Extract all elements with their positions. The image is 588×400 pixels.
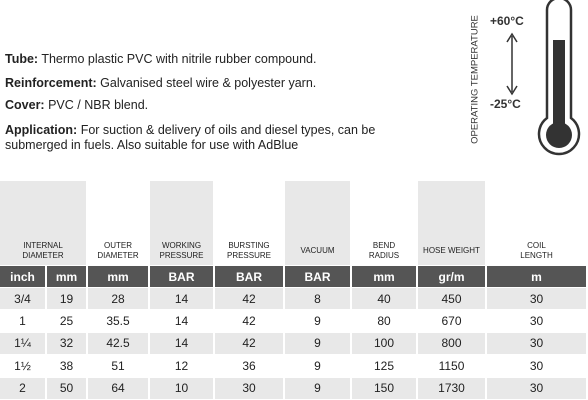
table-cell: 8 <box>285 288 350 310</box>
table-cell: 30 <box>487 310 586 332</box>
table-cell: 670 <box>418 310 485 332</box>
table-cell: 14 <box>150 288 213 310</box>
table-cell: 3/4 <box>0 288 45 310</box>
spec-text: Thermo plastic PVC with nitrile rubber c… <box>41 52 317 66</box>
table-cell: 38 <box>47 355 86 377</box>
table-cell: 30 <box>487 332 586 355</box>
table-cell: 36 <box>215 355 283 377</box>
unit-cell: BAR <box>215 266 283 287</box>
table-cell: 25 <box>47 310 86 332</box>
spec-line: Application: For suction & delivery of o… <box>5 123 395 153</box>
table-cell: 9 <box>285 377 350 399</box>
table-cell: 450 <box>418 288 485 310</box>
table-cell: 50 <box>47 377 86 399</box>
header-bg <box>0 181 86 265</box>
table-cell: 9 <box>285 355 350 377</box>
table-cell: 14 <box>150 332 213 355</box>
unit-cell: m <box>487 266 586 287</box>
column-header: WORKING PRESSURE <box>159 241 204 260</box>
table-cell: 1¼ <box>0 332 45 355</box>
thermometer <box>506 0 581 156</box>
max-temp: +60°C <box>490 14 524 28</box>
table-cell: 150 <box>352 377 416 399</box>
header-bg <box>88 181 148 265</box>
header-bg <box>487 181 586 265</box>
header-bg <box>215 181 283 265</box>
spec-line: Reinforcement: Galvanised steel wire & p… <box>5 76 395 91</box>
spec-label: Cover: <box>5 98 45 112</box>
unit-cell: mm <box>352 266 416 287</box>
header-bg <box>285 181 350 265</box>
unit-cell: gr/m <box>418 266 485 287</box>
table-cell: 1 <box>0 310 45 332</box>
table-cell: 64 <box>88 377 148 399</box>
table-cell: 35.5 <box>88 310 148 332</box>
min-temp: -25°C <box>490 97 521 111</box>
column-header: BEND RADIUS <box>368 241 400 260</box>
table-cell: 42 <box>215 310 283 332</box>
table-cell: 80 <box>352 310 416 332</box>
column-header: OUTER DIAMETER <box>97 241 139 260</box>
table-cell: 30 <box>487 377 586 399</box>
table-cell: 100 <box>352 332 416 355</box>
column-header: HOSE WEIGHT <box>423 246 480 255</box>
table-cell: 51 <box>88 355 148 377</box>
table-cell: 30 <box>487 355 586 377</box>
table-cell: 28 <box>88 288 148 310</box>
table-cell: 10 <box>150 377 213 399</box>
spec-text: PVC / NBR blend. <box>48 98 149 112</box>
header-bg <box>352 181 416 265</box>
spec-text: For suction & delivery of oils and diese… <box>5 123 376 152</box>
unit-cell: mm <box>88 266 148 287</box>
table-cell: 9 <box>285 310 350 332</box>
spec-label: Tube: <box>5 52 39 66</box>
table-cell: 800 <box>418 332 485 355</box>
table-cell: 40 <box>352 288 416 310</box>
header-bg <box>150 181 213 265</box>
table-cell: 30 <box>215 377 283 399</box>
spec-label: Reinforcement: <box>5 76 97 90</box>
column-header: COIL LENGTH <box>520 241 553 260</box>
unit-cell: BAR <box>150 266 213 287</box>
spec-text: Galvanised steel wire & polyester yarn. <box>100 76 317 90</box>
column-header: BURSTING PRESSURE <box>226 241 271 260</box>
spec-label: Application: <box>5 123 78 137</box>
unit-cell: mm <box>47 266 86 287</box>
table-cell: 9 <box>285 332 350 355</box>
table-cell: 12 <box>150 355 213 377</box>
spec-line: Tube: Thermo plastic PVC with nitrile ru… <box>5 52 395 67</box>
spec-line: Cover: PVC / NBR blend. <box>5 98 395 113</box>
table-cell: 30 <box>487 288 586 310</box>
unit-cell: inch <box>0 266 45 287</box>
column-header: VACUUM <box>300 246 335 255</box>
column-header: INTERNAL DIAMETER <box>22 241 64 260</box>
table-cell: 1½ <box>0 355 45 377</box>
table-cell: 19 <box>47 288 86 310</box>
unit-cell: BAR <box>285 266 350 287</box>
table-cell: 42 <box>215 332 283 355</box>
table-cell: 42.5 <box>88 332 148 355</box>
table-cell: 1730 <box>418 377 485 399</box>
table-cell: 1150 <box>418 355 485 377</box>
table-cell: 14 <box>150 310 213 332</box>
table-cell: 125 <box>352 355 416 377</box>
table-cell: 2 <box>0 377 45 399</box>
table-cell: 42 <box>215 288 283 310</box>
table-cell: 32 <box>47 332 86 355</box>
header-bg <box>418 181 485 265</box>
